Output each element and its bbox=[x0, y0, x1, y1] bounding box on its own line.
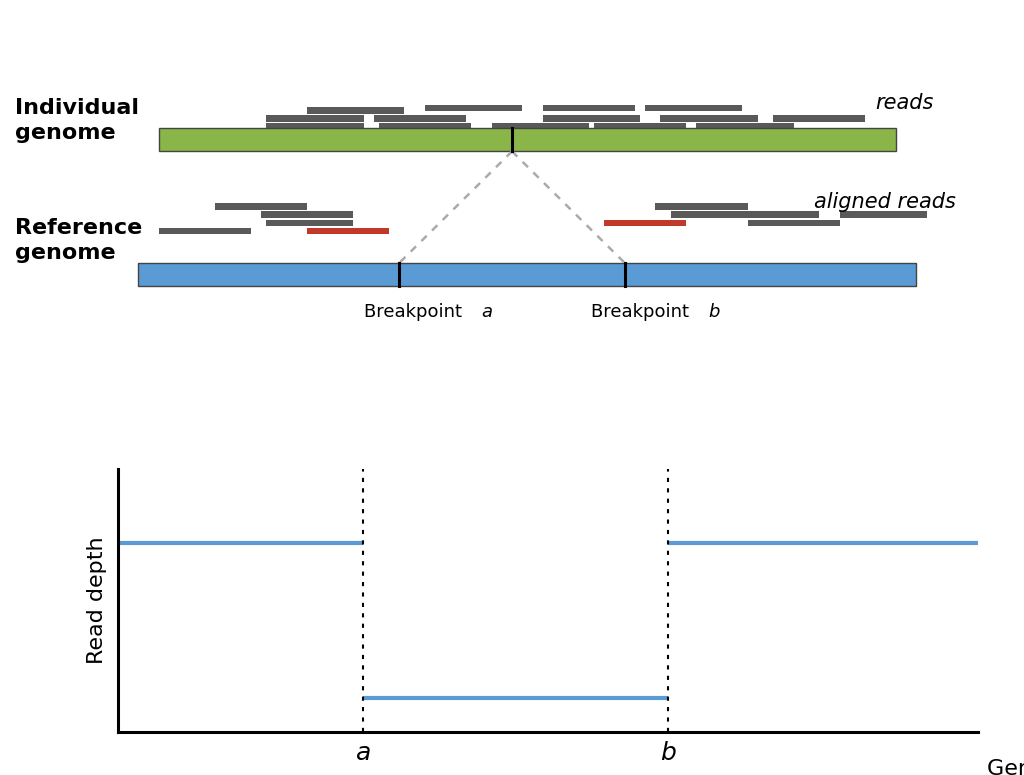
Bar bbox=[215, 203, 307, 210]
Bar bbox=[783, 131, 876, 138]
Bar bbox=[660, 115, 758, 122]
Bar bbox=[604, 219, 686, 226]
Bar bbox=[686, 131, 778, 138]
Bar bbox=[159, 129, 896, 151]
Bar bbox=[696, 123, 794, 129]
Text: Individual
genome: Individual genome bbox=[15, 98, 139, 143]
Bar bbox=[748, 219, 840, 226]
Bar bbox=[671, 212, 758, 218]
Bar bbox=[266, 131, 358, 138]
Bar bbox=[425, 105, 522, 112]
Bar bbox=[645, 105, 742, 112]
Bar bbox=[543, 105, 635, 112]
Bar bbox=[159, 228, 251, 235]
Bar bbox=[261, 212, 353, 218]
Bar bbox=[266, 219, 353, 226]
Bar bbox=[266, 123, 364, 129]
Text: Breakpoint: Breakpoint bbox=[591, 303, 694, 321]
Bar bbox=[543, 115, 640, 122]
Text: Genome coordinate: Genome coordinate bbox=[986, 759, 1024, 775]
Y-axis label: Read depth: Read depth bbox=[87, 537, 106, 664]
Text: b: b bbox=[709, 303, 720, 321]
Bar bbox=[655, 203, 748, 210]
Bar bbox=[584, 131, 676, 138]
Bar bbox=[471, 131, 551, 138]
Text: Reference
genome: Reference genome bbox=[15, 218, 142, 263]
Bar bbox=[379, 123, 471, 129]
Bar bbox=[307, 228, 389, 235]
Text: a: a bbox=[481, 303, 493, 321]
Bar bbox=[266, 115, 364, 122]
Bar bbox=[732, 212, 819, 218]
Bar bbox=[492, 123, 589, 129]
Bar bbox=[840, 212, 927, 218]
Bar bbox=[594, 123, 686, 129]
Bar bbox=[374, 115, 466, 122]
Bar bbox=[307, 107, 404, 114]
Bar bbox=[773, 115, 865, 122]
Text: reads: reads bbox=[876, 93, 934, 113]
Bar bbox=[369, 131, 461, 138]
Bar bbox=[138, 263, 916, 286]
Text: aligned reads: aligned reads bbox=[814, 191, 956, 212]
Text: Breakpoint: Breakpoint bbox=[364, 303, 467, 321]
